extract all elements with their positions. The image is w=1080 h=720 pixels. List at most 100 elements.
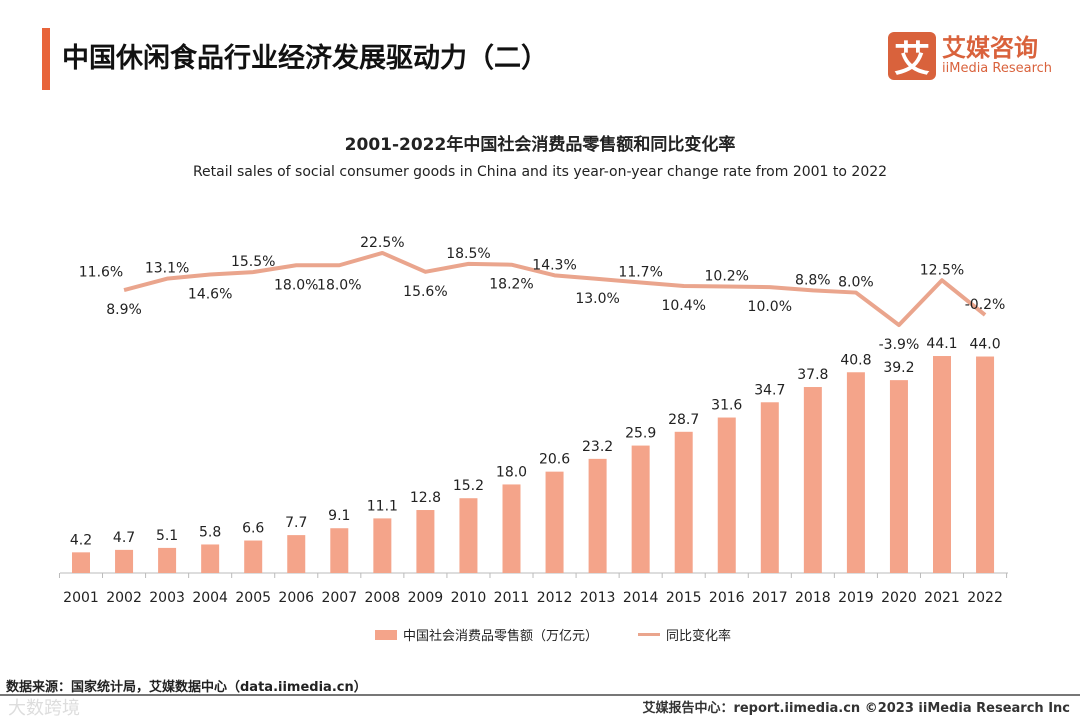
x-tick-label: 2009 xyxy=(408,590,444,606)
legend-bar-label: 中国社会消费品零售额（万亿元） xyxy=(403,629,599,644)
line-value-label: -0.2% xyxy=(965,297,1006,313)
bar xyxy=(846,372,865,573)
x-tick-label: 2004 xyxy=(192,590,228,606)
bar xyxy=(72,552,90,573)
bar-value-label: 4.7 xyxy=(113,530,135,546)
bar xyxy=(717,417,736,573)
footer-report: 艾媒报告中心：report.iimedia.cn ©2023 iiMedia R… xyxy=(642,701,1070,716)
bar-value-label: 40.8 xyxy=(840,352,871,368)
line-value-label: 11.6% xyxy=(79,265,123,281)
line-value-label: 10.0% xyxy=(748,299,792,315)
x-tick-label: 2018 xyxy=(795,590,831,606)
x-tick-label: 2014 xyxy=(623,590,659,606)
line-value-label: 12.5% xyxy=(920,262,964,278)
bar-value-label: 5.8 xyxy=(199,524,221,540)
bar xyxy=(889,380,908,573)
x-tick-label: 2020 xyxy=(881,590,917,606)
chart-title: 2001-2022年中国社会消费品零售额和同比变化率 xyxy=(344,135,736,155)
bar xyxy=(631,445,650,573)
line-value-label: 22.5% xyxy=(360,235,404,251)
line-value-label: 18.0% xyxy=(274,277,318,293)
logo: 艾 艾媒咨询 iiMedia Research xyxy=(888,32,1052,80)
x-tick-label: 2003 xyxy=(149,590,185,606)
legend-bar-swatch xyxy=(375,629,397,640)
legend: 中国社会消费品零售额（万亿元） 同比变化率 xyxy=(375,625,731,644)
page-title: 中国休闲食品行业经济发展驱动力（二） xyxy=(62,43,548,74)
bar-value-label: 11.1 xyxy=(367,498,398,514)
bar xyxy=(244,540,263,573)
bar-value-label: 31.6 xyxy=(711,398,742,414)
bar-value-label: 44.0 xyxy=(969,337,1000,353)
x-tick-label: 2017 xyxy=(752,590,788,606)
bar-value-label: 9.1 xyxy=(328,508,350,524)
line-value-label: 10.4% xyxy=(661,298,705,314)
bar xyxy=(760,402,779,573)
line-value-label: 18.2% xyxy=(489,277,533,293)
logo-en: iiMedia Research xyxy=(942,61,1053,76)
line-value-label: 11.7% xyxy=(618,264,662,280)
line-value-label: 13.0% xyxy=(575,291,619,307)
watermark: 大数跨境 xyxy=(8,698,80,719)
x-tick-label: 2008 xyxy=(365,590,401,606)
bar-value-label: 12.8 xyxy=(410,490,441,506)
bar xyxy=(115,549,134,573)
line-value-label: 15.6% xyxy=(403,284,447,300)
line-value-label: 8.9% xyxy=(106,302,142,318)
x-tick-label: 2010 xyxy=(451,590,487,606)
bar xyxy=(373,518,392,573)
bar-value-label: 23.2 xyxy=(582,439,613,455)
logo-icon: 艾 xyxy=(888,32,936,80)
bar-value-label: 37.8 xyxy=(797,367,828,383)
line-value-label: -3.9% xyxy=(879,337,920,353)
x-tick-label: 2005 xyxy=(235,590,271,606)
bar xyxy=(545,471,564,573)
line-value-label: 8.0% xyxy=(838,275,874,291)
bar xyxy=(330,528,349,573)
bar-value-label: 6.6 xyxy=(242,521,264,537)
x-tick-label: 2002 xyxy=(106,590,142,606)
x-tick-label: 2021 xyxy=(924,590,960,606)
line-value-label: 14.3% xyxy=(532,257,576,273)
bar xyxy=(459,498,478,573)
bar-value-label: 25.9 xyxy=(625,426,656,442)
chart-subtitle: Retail sales of social consumer goods in… xyxy=(192,164,888,180)
line-value-label: 14.6% xyxy=(188,287,232,303)
bar-value-label: 34.7 xyxy=(754,382,785,398)
x-tick-label: 2001 xyxy=(63,590,99,606)
bar-value-label: 7.7 xyxy=(285,515,307,531)
bar-value-label: 15.2 xyxy=(453,478,484,494)
bar-value-label: 5.1 xyxy=(156,528,178,544)
bar-value-label: 18.0 xyxy=(496,464,527,480)
line-value-label: 15.5% xyxy=(231,254,275,270)
bar xyxy=(976,356,995,573)
bar xyxy=(803,387,822,573)
source-note: 数据来源：国家统计局，艾媒数据中心（data.iimedia.cn） xyxy=(6,680,367,695)
logo-cn: 艾媒咨询 xyxy=(942,34,1038,62)
x-tick-label: 2013 xyxy=(580,590,616,606)
line-value-label: 18.5% xyxy=(446,246,490,262)
line-series xyxy=(123,250,987,328)
x-tick-label: 2012 xyxy=(537,590,573,606)
legend-line-label: 同比变化率 xyxy=(666,629,732,644)
bar-value-label: 28.7 xyxy=(668,412,699,428)
legend-line-swatch xyxy=(638,633,661,636)
bar-value-label: 4.2 xyxy=(70,532,92,548)
line-value-label: 18.0% xyxy=(317,277,361,293)
bar xyxy=(933,356,951,573)
x-tick-label: 2007 xyxy=(321,590,357,606)
x-tick-label: 2019 xyxy=(838,590,874,606)
bar xyxy=(416,510,435,573)
x-tick-label: 2015 xyxy=(666,590,702,606)
bar-value-label: 44.1 xyxy=(926,336,957,352)
bar xyxy=(674,431,693,573)
line-value-label: 10.2% xyxy=(705,269,749,285)
bar xyxy=(502,484,521,573)
bar xyxy=(588,458,607,573)
bar-value-label: 20.6 xyxy=(539,452,570,468)
x-tick-label: 2016 xyxy=(709,590,745,606)
bar xyxy=(287,535,306,573)
line-value-label: 8.8% xyxy=(795,272,831,288)
bar xyxy=(158,547,177,573)
bar xyxy=(201,544,220,573)
